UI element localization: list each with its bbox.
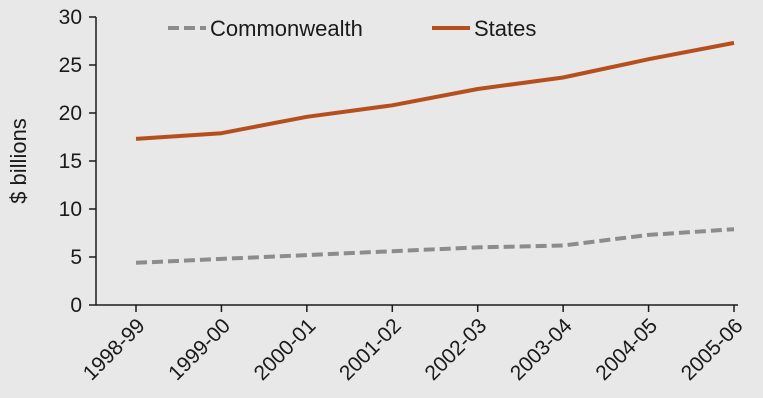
series-layer [135, 40, 735, 265]
series-line-states [135, 40, 735, 141]
x-tick-label: 2003-04 [506, 314, 577, 385]
series-line-commonwealth [135, 227, 735, 265]
x-tick-label: 2004-05 [591, 314, 662, 385]
legend-label-commonwealth: Commonwealth [210, 16, 363, 41]
y-axis-label: $ billions [6, 118, 31, 204]
x-tick-label: 2005-06 [677, 314, 748, 385]
y-tick-label: 10 [59, 198, 82, 221]
legend-label-states: States [474, 16, 536, 41]
x-ticks: 1998-99 1999-00 2000-01 2001-02 2002-03 2003-… [79, 305, 748, 385]
y-tick-label: 15 [59, 150, 82, 173]
y-tick-label: 5 [70, 246, 82, 269]
x-tick-label: 2001-02 [335, 314, 406, 385]
x-tick-label: 2002-03 [420, 314, 491, 385]
y-tick-label: 30 [59, 6, 82, 29]
y-tick-label: 20 [59, 102, 82, 125]
legend: Commonwealth States [168, 16, 536, 41]
x-tick-label: 1998-99 [79, 314, 150, 385]
x-tick-label: 2000-01 [250, 314, 321, 385]
y-tick-label: 25 [59, 54, 82, 77]
y-tick-label: 0 [70, 294, 82, 317]
x-tick-label: 1999-00 [164, 314, 235, 385]
axes: 0 5 10 15 20 25 30 1998-99 1999-00 2000-01 2001-0… [59, 6, 748, 385]
y-ticks: 0 5 10 15 20 25 30 [59, 6, 96, 317]
